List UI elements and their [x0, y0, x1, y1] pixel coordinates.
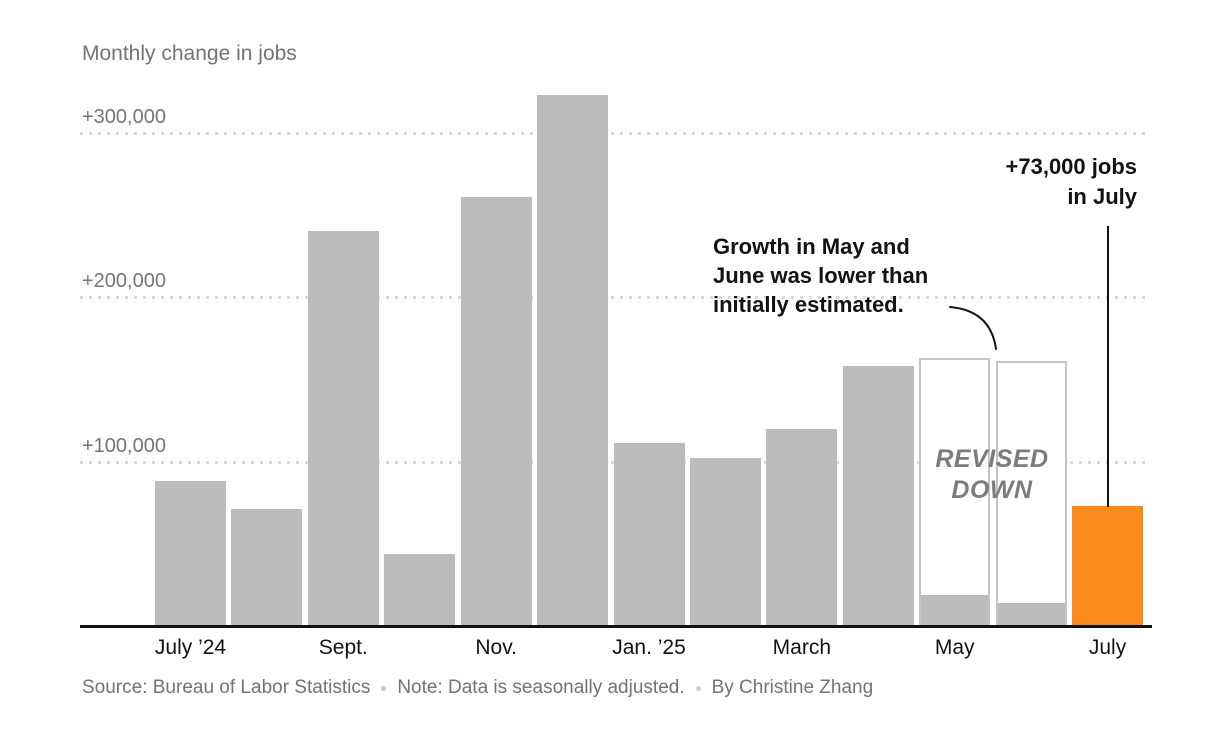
x-axis-tick-label-july-24: July ’24: [154, 636, 227, 659]
x-axis-tick-label-sept: Sept.: [318, 636, 368, 659]
bar-sept-24: [307, 231, 379, 626]
source-text: Source: Bureau of Labor Statistics: [82, 677, 371, 698]
july-annotation-pointer-line: [1107, 226, 1109, 507]
bar-jan-25: [613, 443, 685, 626]
annotation-connector-arc: [949, 306, 997, 350]
bar-april-25: [842, 366, 914, 626]
bar-march-25: [766, 428, 838, 626]
bar-dec-24: [537, 94, 609, 626]
x-axis-tick-label-may: May: [934, 636, 975, 659]
y-axis-tick-label-300000: +300,000: [82, 105, 166, 128]
gridline-200000: [80, 296, 1150, 299]
x-axis-tick-label-nov: Nov.: [475, 636, 517, 659]
y-axis-tick-label-100000: +100,000: [82, 434, 166, 457]
gridline-300000: [80, 131, 1150, 135]
bar-revised-may-25: [921, 594, 989, 626]
bar-july-24: [155, 481, 226, 626]
footer-credits: Source: Bureau of Labor Statistics Note:…: [82, 677, 873, 699]
y-axis-tick-label-200000: +200,000: [82, 270, 166, 292]
bar-initial-estimate-june-25: [995, 361, 1067, 626]
bar-revised-june-25: [997, 602, 1065, 626]
chart-title: Monthly change in jobs: [82, 42, 297, 65]
x-axis-tick-label-july: July: [1088, 636, 1127, 659]
x-axis-tick-label-march: March: [772, 636, 832, 659]
bar-oct-24: [384, 553, 456, 626]
separator-dot-icon: [695, 685, 701, 691]
note-text: Note: Data is seasonally adjusted.: [397, 677, 685, 698]
bar-aug-24: [231, 509, 303, 626]
july-value-annotation: +73,000 jobs in July: [1005, 154, 1137, 209]
bar-nov-24: [460, 196, 532, 626]
byline-text: By Christine Zhang: [711, 677, 874, 698]
x-axis-line: [80, 625, 1152, 628]
bar-feb-25: [689, 458, 761, 626]
x-axis-tick-label-jan-25: Jan. ’25: [612, 636, 686, 659]
revision-note-annotation: Growth in May and June was lower than in…: [713, 234, 929, 317]
separator-dot-icon: [381, 685, 387, 691]
bar-july-25: [1072, 505, 1144, 626]
revised-down-label: REVISED DOWN: [935, 445, 1049, 504]
bar-initial-estimate-may-25: [919, 357, 991, 626]
